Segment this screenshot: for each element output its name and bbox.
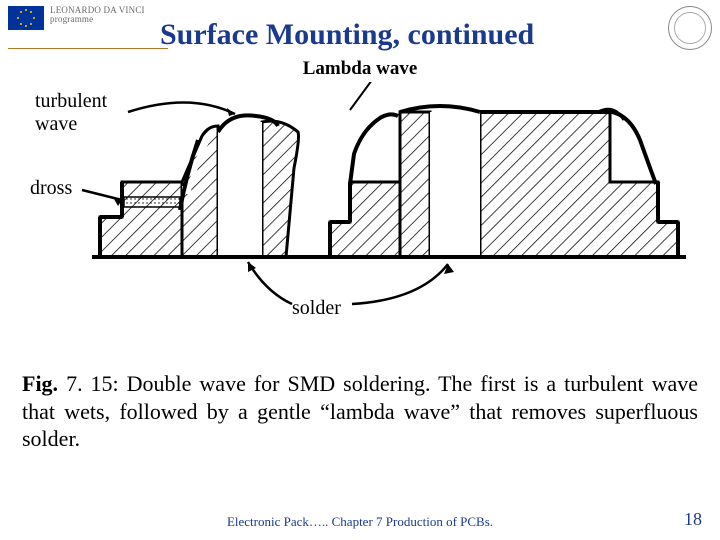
lambda-pointer bbox=[350, 82, 375, 110]
university-logo-inner bbox=[674, 12, 706, 44]
solder-arrow-right bbox=[352, 264, 448, 304]
eu-stars bbox=[17, 9, 35, 27]
turbulent-label-1: turbulent bbox=[35, 90, 108, 112]
header-divider bbox=[8, 48, 168, 49]
caption-text: 7. 15: Double wave for SMD soldering. Th… bbox=[22, 371, 698, 451]
lambda-wave-label: Lambda wave bbox=[0, 58, 720, 80]
turbulent-label-2: wave bbox=[35, 113, 77, 135]
figure-caption: Fig. 7. 15: Double wave for SMD solderin… bbox=[22, 370, 698, 453]
figure-svg: turbulent wave dross bbox=[30, 82, 690, 337]
figure: turbulent wave dross bbox=[30, 82, 690, 337]
footer-text: Electronic Pack….. Chapter 7 Production … bbox=[0, 514, 720, 530]
programme-line2: programme bbox=[50, 14, 93, 24]
page-number: 18 bbox=[684, 509, 702, 530]
university-logo bbox=[668, 6, 712, 50]
solder-label: solder bbox=[292, 297, 341, 319]
page-title: Surface Mounting, continued bbox=[160, 18, 652, 52]
right-tank bbox=[330, 106, 678, 257]
left-tank bbox=[100, 115, 299, 257]
turbulent-arrow bbox=[128, 102, 235, 114]
eu-flag bbox=[8, 6, 44, 30]
dross-arrow bbox=[82, 190, 122, 200]
fig-label: Fig. bbox=[22, 371, 58, 396]
header: LEONARDO DA VINCI programme Surface Moun… bbox=[8, 6, 712, 62]
programme-label: LEONARDO DA VINCI programme bbox=[50, 6, 145, 25]
dross-label: dross bbox=[30, 177, 72, 199]
slide: LEONARDO DA VINCI programme Surface Moun… bbox=[0, 0, 720, 540]
